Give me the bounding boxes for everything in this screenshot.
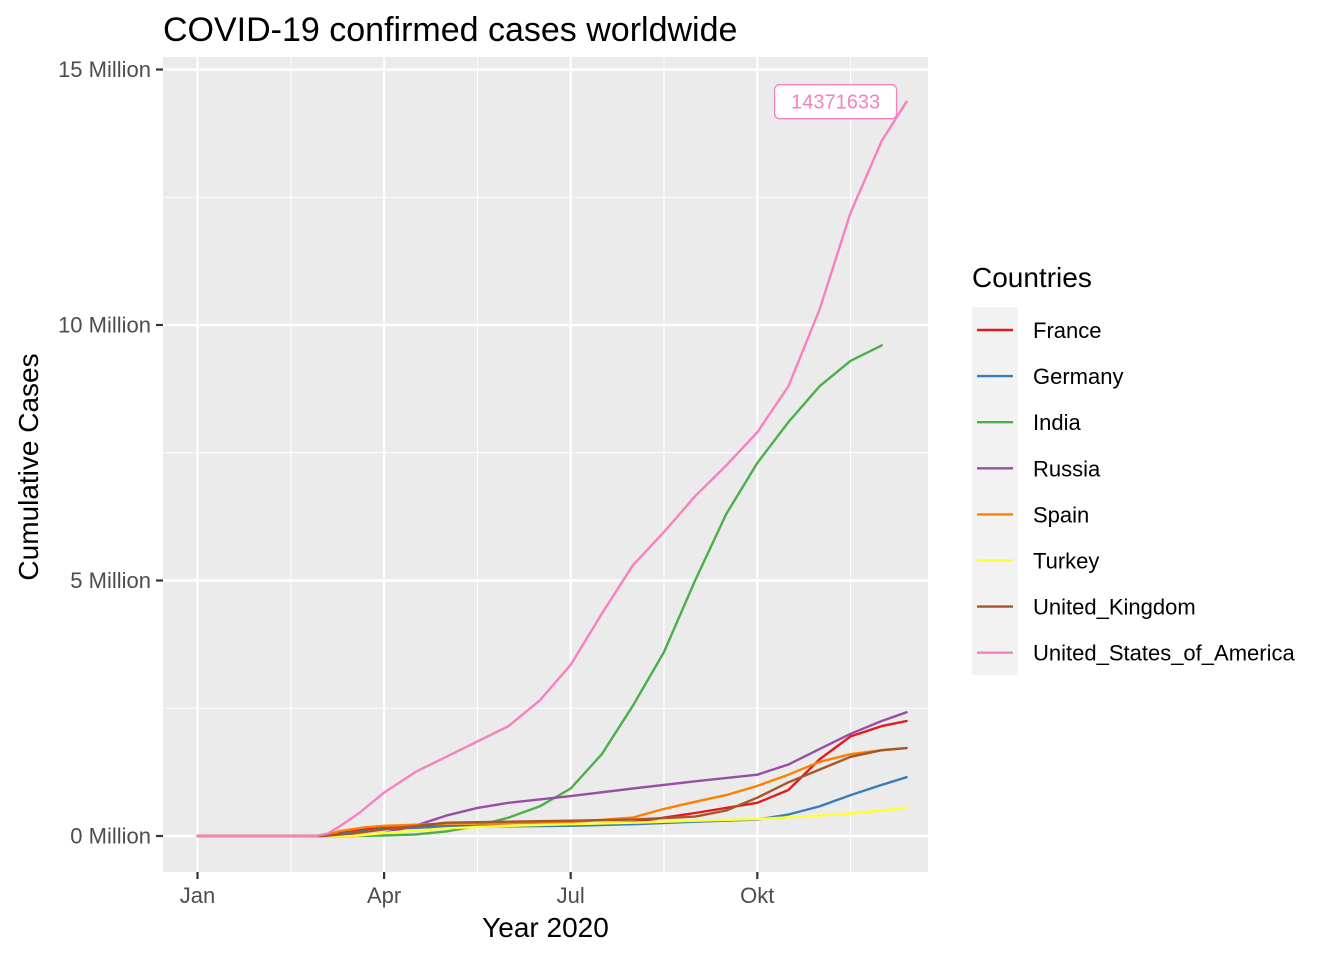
legend-label-germany: Germany: [1033, 364, 1123, 389]
y-axis-label: Cumulative Cases: [13, 353, 44, 580]
annotation-layer: 14371633: [773, 84, 898, 120]
y-tick-label-1: 5 Million: [70, 568, 151, 593]
legend-label-france: France: [1033, 318, 1101, 343]
legend-label-russia: Russia: [1033, 456, 1101, 481]
legend-key-background: [972, 307, 1018, 675]
series-line-india: [196, 344, 883, 838]
legend-label-turkey: Turkey: [1033, 549, 1099, 574]
x-axis-label: Year 2020: [482, 912, 609, 943]
x-tick-label-0: Jan: [180, 883, 215, 908]
y-tick-label-0: 0 Million: [70, 824, 151, 849]
lines-layer: [196, 100, 908, 838]
plot-panel-background: [163, 57, 928, 872]
series-line-united-kingdom: [196, 746, 908, 838]
series-line-russia: [196, 711, 908, 838]
legend-label-united-kingdom: United_Kingdom: [1033, 595, 1196, 620]
legend: Countries France Germany India Russia Spain T…: [972, 262, 1295, 675]
annotation-box: [773, 84, 898, 120]
y-tick-label-3: 15 Million: [58, 57, 151, 82]
axes-layer: 0 Million 5 Million 10 Million 15 Million Ja…: [58, 57, 774, 908]
chart-title: COVID-19 confirmed cases worldwide: [163, 11, 737, 49]
x-tick-label-1: Apr: [367, 883, 401, 908]
annotation-label: 14371633: [791, 92, 880, 114]
grid-layer: [163, 57, 928, 872]
legend-title: Countries: [972, 262, 1092, 293]
y-tick-label-2: 10 Million: [58, 313, 151, 338]
x-tick-label-2: Jul: [557, 883, 585, 908]
series-line-united-states-of-america: [196, 100, 908, 838]
x-tick-label-3: Okt: [740, 883, 774, 908]
series-line-spain: [196, 746, 908, 838]
legend-items: France Germany India Russia Spain Turkey Unite…: [972, 307, 1295, 675]
legend-label-united-states-of-america: United_States_of_America: [1033, 641, 1295, 666]
legend-label-spain: Spain: [1033, 502, 1089, 527]
series-line-turkey: [196, 806, 908, 838]
legend-label-india: India: [1033, 410, 1081, 435]
